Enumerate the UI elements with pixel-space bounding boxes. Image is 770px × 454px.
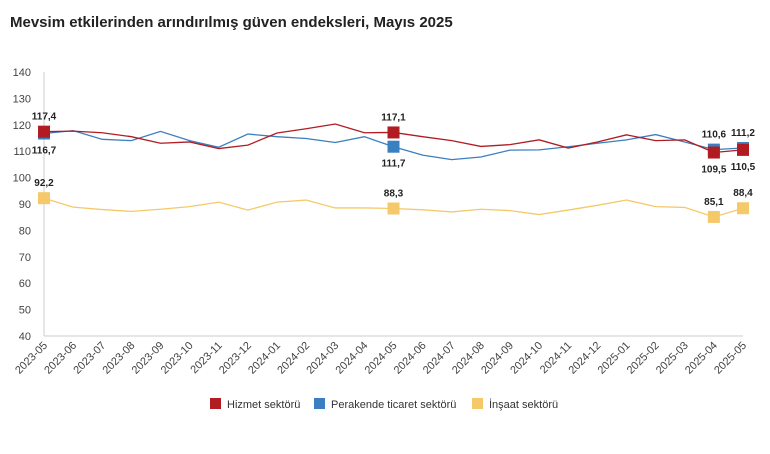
data-marker <box>737 143 749 156</box>
y-tick-label: 40 <box>19 331 31 343</box>
y-tick-label: 70 <box>19 252 31 264</box>
data-label: 116,7 <box>32 146 57 157</box>
data-marker <box>737 202 749 215</box>
data-label: 85,1 <box>704 197 724 208</box>
data-label: 110,5 <box>731 162 756 173</box>
data-label: 111,7 <box>382 159 406 170</box>
x-tick-label: 2024-10 <box>508 340 545 377</box>
data-label: 117,4 <box>32 112 57 123</box>
legend-label: İnşaat sektörü <box>489 398 558 411</box>
y-tick-label: 100 <box>13 173 31 185</box>
data-marker <box>387 140 400 153</box>
data-marker <box>38 192 50 205</box>
data-label: 117,1 <box>381 112 406 123</box>
y-tick-label: 140 <box>13 67 31 79</box>
data-marker <box>38 125 50 138</box>
data-label: 88,4 <box>733 188 753 199</box>
data-marker <box>387 126 400 139</box>
y-tick-label: 90 <box>19 199 31 211</box>
chart-title: Mevsim etkilerinden arındırılmış güven e… <box>10 14 453 31</box>
legend-label: Perakende ticaret sektörü <box>331 399 456 411</box>
data-marker <box>707 210 720 223</box>
legend-marker <box>210 398 221 409</box>
y-tick-label: 80 <box>19 225 31 237</box>
x-tick-label: 2025-05 <box>712 340 749 377</box>
data-label: 92,2 <box>34 178 54 189</box>
data-marker <box>387 202 400 215</box>
y-tick-label: 130 <box>13 93 31 105</box>
x-tick-label: 2023-10 <box>159 340 196 377</box>
y-tick-label: 50 <box>19 305 31 317</box>
data-label: 111,2 <box>731 128 755 139</box>
y-tick-label: 110 <box>13 146 31 158</box>
legend-marker <box>314 398 325 409</box>
data-label: 110,6 <box>702 130 727 141</box>
y-tick-label: 60 <box>19 278 31 290</box>
data-marker <box>707 146 720 159</box>
data-label: 88,3 <box>384 188 404 199</box>
legend-label: Hizmet sektörü <box>227 399 300 411</box>
data-label: 109,5 <box>701 165 726 176</box>
y-tick-label: 120 <box>13 120 31 132</box>
legend-marker <box>472 398 483 409</box>
